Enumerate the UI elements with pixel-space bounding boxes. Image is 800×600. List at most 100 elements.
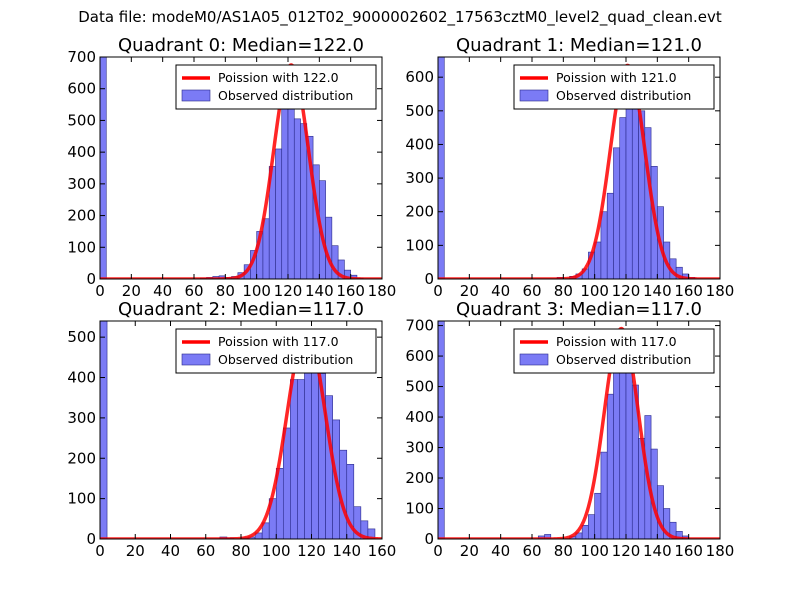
- x-tick-label: 80: [554, 282, 573, 300]
- histogram-bar: [438, 57, 445, 279]
- y-tick-label: 300: [405, 169, 434, 187]
- histogram-bar: [290, 379, 298, 539]
- y-tick-label: 100: [67, 238, 96, 256]
- x-tick-label: 140: [643, 542, 672, 560]
- x-tick-label: 140: [643, 282, 672, 300]
- legend-line-label: Poission with 122.0: [218, 70, 339, 85]
- legend-bar-label: Observed distribution: [218, 352, 353, 367]
- histogram-bar: [606, 192, 614, 279]
- y-tick-label: 100: [405, 236, 434, 254]
- legend: Poission with 122.0 Observed distribution: [175, 64, 377, 110]
- histogram-bar: [300, 123, 308, 279]
- histogram-bar: [282, 427, 291, 539]
- x-tick-label: 60: [196, 542, 215, 560]
- histogram-bar: [100, 321, 108, 539]
- histogram-bar: [619, 117, 627, 279]
- legend-line-label: Poission with 121.0: [556, 70, 677, 85]
- axes-frame: [99, 56, 383, 280]
- y-tick-label: 700: [67, 48, 96, 66]
- y-tick-label: 500: [405, 378, 434, 396]
- x-tick-label: 120: [612, 282, 641, 300]
- x-tick-label: 0: [433, 282, 443, 300]
- histogram-bar: [588, 514, 595, 539]
- histogram-bar: [275, 148, 283, 279]
- histogram-bar: [600, 211, 608, 279]
- figure-suptitle: Data file: modeM0/AS1A05_012T02_90000026…: [78, 8, 722, 26]
- y-tick-label: 300: [67, 409, 96, 427]
- y-tick-label: 400: [405, 135, 434, 153]
- x-tick-label: 60: [522, 542, 541, 560]
- y-tick-label: 100: [67, 490, 96, 508]
- legend-line-label: Poission with 117.0: [556, 334, 677, 349]
- legend-bar-label: Observed distribution: [556, 352, 691, 367]
- y-tick-label: 200: [67, 449, 96, 467]
- y-tick-label: 100: [405, 500, 434, 518]
- histogram-bar: [281, 107, 289, 279]
- y-tick-label: 0: [86, 530, 96, 548]
- quadrant-1-panel: 0 20 40 60 80 100 120 140 160 1800100200300400500…: [405, 35, 734, 300]
- legend-box: [175, 328, 377, 374]
- poisson-curve: [438, 63, 720, 279]
- histogram-bar: [346, 464, 355, 539]
- histogram-bar: [625, 83, 633, 279]
- y-tick-label: 600: [67, 80, 96, 98]
- histogram-bar: [337, 259, 345, 279]
- x-tick-label: 80: [216, 282, 235, 300]
- x-tick-label: 60: [184, 282, 203, 300]
- y-tick-label: 0: [86, 270, 96, 288]
- axes-frame: [437, 56, 721, 280]
- histogram-bar: [613, 147, 621, 279]
- y-tick-label: 300: [67, 175, 96, 193]
- legend: Poission with 117.0 Observed distribution: [513, 328, 715, 374]
- histogram-bar: [625, 363, 633, 539]
- axes-frame: [437, 320, 721, 540]
- histogram-bar: [544, 534, 552, 539]
- legend: Poission with 121.0 Observed distribution: [513, 64, 715, 110]
- histogram-bar: [438, 321, 445, 539]
- histogram-bar: [613, 372, 621, 539]
- x-tick-label: 20: [122, 282, 141, 300]
- histogram-bar: [606, 393, 614, 539]
- x-tick-label: 40: [491, 542, 510, 560]
- legend-bar-label: Observed distribution: [218, 88, 353, 103]
- y-tick-label: 500: [67, 328, 96, 346]
- x-tick-label: 140: [332, 542, 361, 560]
- y-tick-label: 300: [405, 439, 434, 457]
- x-tick-label: 20: [460, 282, 479, 300]
- panel-title: Quadrant 3: Median=117.0: [456, 299, 702, 320]
- legend-bar-swatch: [181, 89, 211, 102]
- x-tick-label: 80: [231, 542, 250, 560]
- y-tick-label: 200: [67, 207, 96, 225]
- x-tick-label: 0: [95, 542, 105, 560]
- quadrant-2-panel: 0 20 40 60 80 100 120 140 160 0 100 200 300 400 500 Qua…: [67, 299, 396, 560]
- histogram-bar: [262, 218, 270, 279]
- legend-box: [513, 64, 715, 110]
- histogram-bar: [297, 379, 305, 539]
- x-tick-label: 100: [242, 282, 271, 300]
- panel-title: Quadrant 0: Median=122.0: [118, 35, 364, 56]
- histogram-bar: [293, 118, 301, 279]
- histogram-bar: [581, 524, 589, 539]
- x-tick-label: 20: [460, 542, 479, 560]
- x-tick-label: 180: [706, 542, 735, 560]
- y-tick-label: 700: [405, 317, 434, 335]
- x-tick-label: 120: [274, 282, 303, 300]
- legend-box: [513, 328, 715, 374]
- x-tick-label: 160: [368, 542, 397, 560]
- x-tick-label: 140: [305, 282, 334, 300]
- x-tick-label: 0: [95, 282, 105, 300]
- y-tick-label: 500: [67, 111, 96, 129]
- legend-bar-swatch: [181, 353, 211, 366]
- panel-title: Quadrant 1: Median=121.0: [456, 35, 702, 56]
- histogram-bar: [600, 451, 608, 539]
- x-tick-label: 40: [153, 282, 172, 300]
- quadrant-0-panel: 0 20 40 60 80 100 120 140 160 1800100200300400500…: [67, 35, 396, 300]
- x-tick-label: 180: [368, 282, 397, 300]
- x-tick-label: 40: [491, 282, 510, 300]
- x-tick-label: 120: [297, 542, 326, 560]
- panel-title: Quadrant 2: Median=117.0: [118, 299, 364, 320]
- x-tick-label: 160: [674, 282, 703, 300]
- x-tick-label: 60: [522, 282, 541, 300]
- legend-bar-swatch: [519, 353, 549, 366]
